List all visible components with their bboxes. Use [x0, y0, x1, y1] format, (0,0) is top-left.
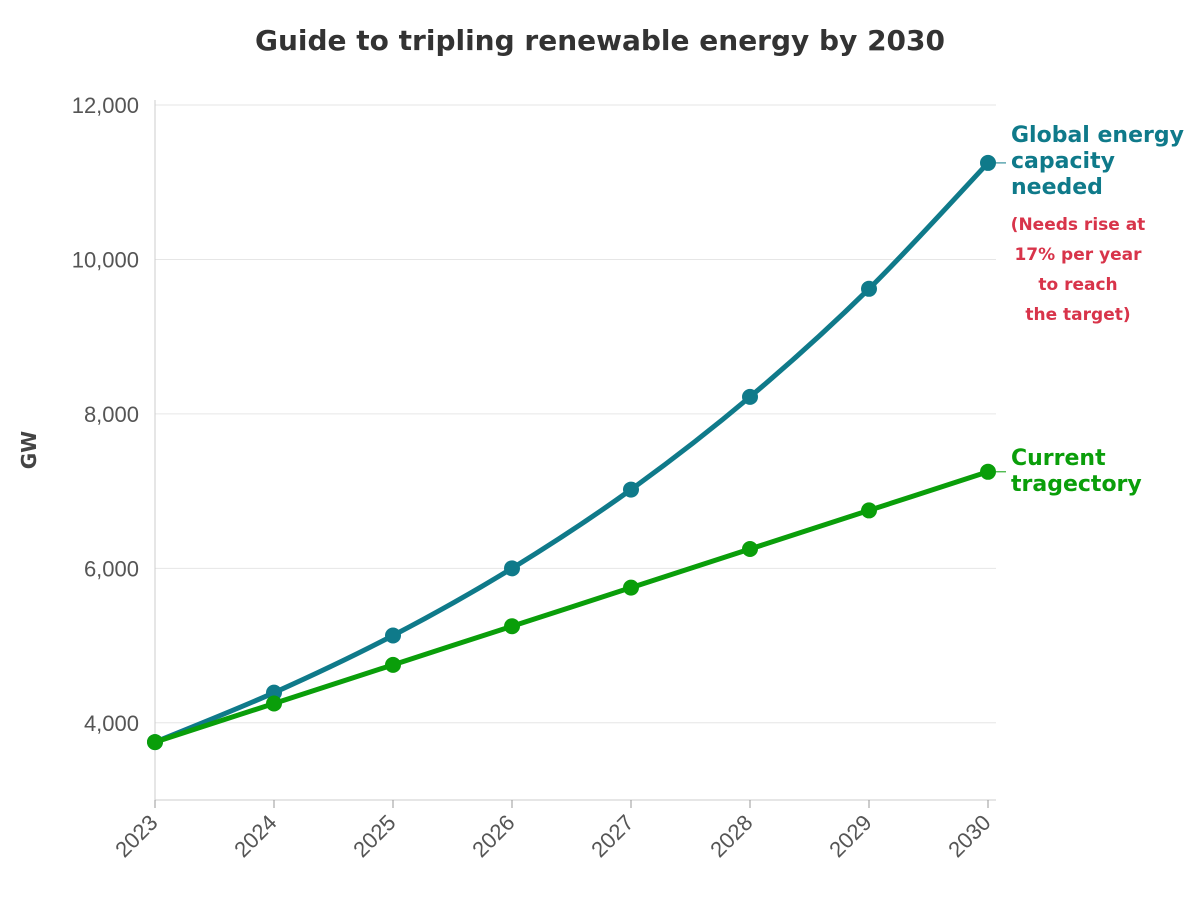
x-tick-label: 2026: [467, 810, 519, 862]
data-point-0-2025: [385, 627, 401, 644]
y-tick-label: 12,000: [72, 93, 139, 118]
annotation-line: (Needs rise at: [1011, 215, 1146, 235]
annotation: (Needs rise at 17% per year to reach the ta…: [1011, 215, 1146, 325]
data-point-1-2023: [147, 734, 163, 751]
x-tick-label: 2023: [110, 810, 162, 862]
axes: [154, 100, 996, 801]
data-point-0-2028: [742, 388, 758, 405]
y-axis-label: GW: [17, 431, 41, 469]
y-tick-label: 8,000: [84, 402, 139, 427]
grid-lines: [155, 104, 996, 724]
chart-title: Guide to tripling renewable energy by 20…: [255, 24, 945, 57]
series-label-line: tragectory: [1011, 472, 1142, 497]
data-point-0-2030: [980, 154, 996, 171]
series: [147, 154, 996, 751]
annotation-line: 17% per year: [1014, 245, 1142, 265]
x-tick-label: 2025: [348, 810, 400, 862]
x-tick-label: 2028: [705, 810, 757, 862]
data-point-1-2029: [861, 502, 877, 519]
series-label-line: Current: [1011, 446, 1106, 471]
x-tick-label: 2030: [943, 810, 995, 862]
data-point-1-2027: [623, 579, 639, 596]
series-label-line: Global energy: [1011, 123, 1184, 148]
data-point-1-2024: [266, 695, 282, 712]
y-tick-label: 6,000: [84, 556, 139, 581]
series-label-0: Global energy capacity needed: [1011, 123, 1184, 200]
data-point-0-2029: [861, 280, 877, 297]
annotation-line: to reach: [1038, 275, 1117, 295]
series-label-1: Current tragectory: [1011, 446, 1142, 497]
y-tick-label: 4,000: [84, 711, 139, 736]
x-ticks: 2023 2024 2025 2026 2027 2028 2029 2030: [110, 800, 996, 862]
data-point-1-2026: [504, 618, 520, 635]
data-point-1-2030: [980, 463, 996, 480]
series-labels: Global energy capacity needed Current tragec…: [996, 123, 1184, 497]
series-label-line: capacity: [1011, 149, 1115, 174]
y-ticks: 4,000 6,000 8,000 10,000 12,000: [72, 93, 139, 736]
x-tick-label: 2029: [824, 810, 876, 862]
annotation-text: (Needs rise at 17% per year to reach the ta…: [1011, 215, 1146, 325]
data-point-0-2027: [623, 481, 639, 498]
series-line-1: [152, 469, 991, 745]
data-point-0-2026: [504, 560, 520, 577]
series-label-line: needed: [1011, 175, 1103, 200]
x-tick-label: 2027: [586, 810, 638, 862]
x-tick-label: 2024: [229, 810, 281, 862]
series-line-0: [152, 160, 991, 745]
data-point-1-2028: [742, 541, 758, 558]
annotation-line: the target): [1025, 305, 1130, 325]
data-point-1-2025: [385, 656, 401, 673]
y-tick-label: 10,000: [72, 247, 139, 272]
